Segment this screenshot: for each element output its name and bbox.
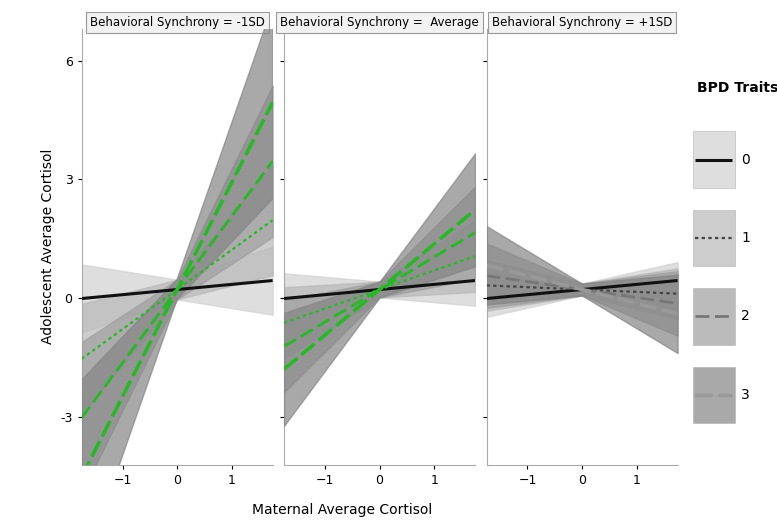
Text: 2: 2 xyxy=(741,309,750,323)
Title: Behavioral Synchrony =  Average: Behavioral Synchrony = Average xyxy=(280,16,479,29)
Text: BPD Traits: BPD Traits xyxy=(697,81,777,95)
Bar xyxy=(693,366,735,423)
Y-axis label: Adolescent Average Cortisol: Adolescent Average Cortisol xyxy=(40,149,54,344)
Text: Maternal Average Cortisol: Maternal Average Cortisol xyxy=(252,503,432,517)
Bar xyxy=(693,209,735,266)
Text: 1: 1 xyxy=(741,231,750,245)
Bar xyxy=(693,131,735,188)
Title: Behavioral Synchrony = -1SD: Behavioral Synchrony = -1SD xyxy=(89,16,264,29)
Text: 3: 3 xyxy=(741,388,750,402)
Text: 0: 0 xyxy=(741,153,750,166)
Bar xyxy=(693,288,735,345)
Title: Behavioral Synchrony = +1SD: Behavioral Synchrony = +1SD xyxy=(492,16,672,29)
